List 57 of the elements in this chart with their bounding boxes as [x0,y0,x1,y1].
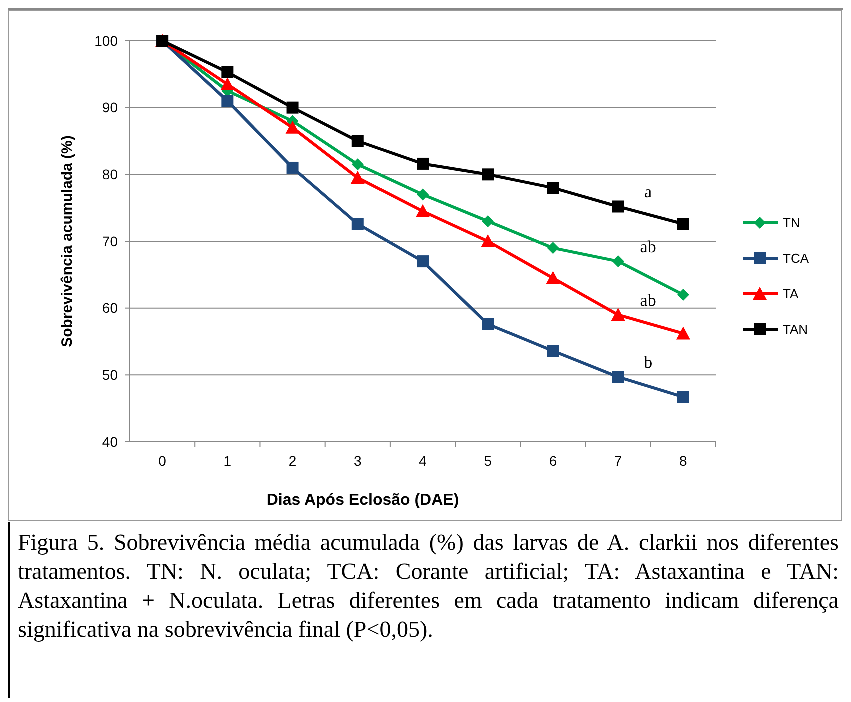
y-tick-label: 100 [94,32,118,49]
point [350,171,365,184]
point [416,204,430,218]
legend-label: TAN [783,322,808,338]
point [676,326,690,340]
point [546,271,560,284]
point [286,102,299,114]
point [481,234,496,248]
x-tick-label: 1 [224,453,232,469]
text: Figura 5. Sobrevivência média acumulada (%) das larvas de A. clarkii nos diferentes tratamentos. TN: N. oculata; TCA: Corante artificial; TA: Astaxantina e TAN: Astaxantina + N.oculata. Letras diferentes em cada tratamento indicam diferença significativa na sobrevivência final (P<0,05). [8,522,843,698]
x-tick-label: 3 [354,453,362,469]
point [482,318,494,330]
point [677,288,690,301]
point [612,256,624,268]
annotation: b [644,353,653,372]
y-axis-title: Sobrevivência acumulada (%) [59,136,76,348]
y-tick-label: 40 [102,434,118,450]
annotation: ab [640,238,656,257]
point [547,345,560,358]
annotation: ab [640,291,656,310]
point [286,120,300,134]
x-tick-label: 7 [614,453,622,469]
y-tick-label: 90 [102,100,118,116]
x-axis-title: Dias Após Eclosão (DAE) [266,492,460,509]
point [220,77,235,90]
legend-label: TN [783,216,800,231]
point [482,168,494,181]
point [352,158,364,171]
x-tick-label: 6 [549,453,558,469]
point [612,200,624,213]
point [222,66,234,78]
point [222,95,234,108]
point [352,218,364,230]
point [417,256,429,268]
point [417,158,429,170]
x-tick-label: 5 [484,453,492,469]
point [612,371,624,384]
y-tick-label: 50 [102,367,118,384]
x-tick-label: 0 [158,453,167,469]
point [286,162,299,174]
legend-label: TA [783,286,799,302]
point [677,218,690,230]
legend-label: TCA [783,251,810,266]
x-tick-label: 2 [288,453,297,469]
point [611,308,626,322]
point [417,188,429,201]
x-tick-label: 4 [419,453,428,469]
y-tick-label: 80 [102,166,118,183]
y-tick-label: 70 [102,233,118,250]
point [677,391,690,404]
point [547,182,560,194]
x-tick-label: 8 [680,453,688,469]
annotation: a [644,182,653,202]
y-tick-label: 60 [102,300,118,316]
point [352,135,364,148]
point [547,242,560,254]
point [482,215,494,228]
